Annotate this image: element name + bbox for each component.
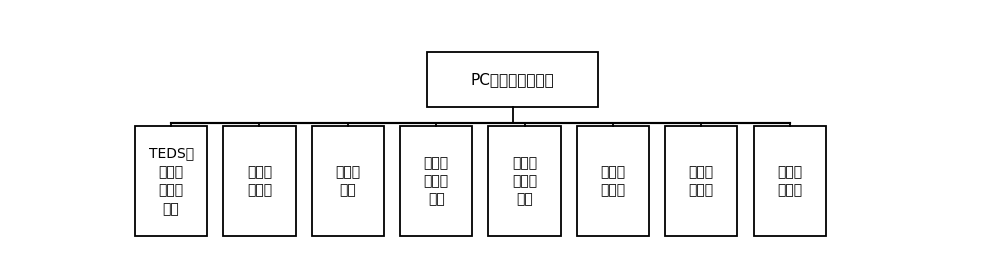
Text: 数据库
模块: 数据库 模块 xyxy=(335,165,360,197)
Text: PC上位机程序单元: PC上位机程序单元 xyxy=(471,72,554,87)
Text: 系统设
置模块: 系统设 置模块 xyxy=(689,165,714,197)
Bar xyxy=(312,126,384,236)
Bar xyxy=(135,126,207,236)
Bar xyxy=(427,52,598,107)
Text: 信号显
示模块: 信号显 示模块 xyxy=(247,165,272,197)
Text: 信号规
律分析
模块: 信号规 律分析 模块 xyxy=(512,156,537,207)
Text: 信号阈
值比较
模块: 信号阈 值比较 模块 xyxy=(424,156,449,207)
Bar xyxy=(400,126,472,236)
Text: 模拟测
试模块: 模拟测 试模块 xyxy=(777,165,802,197)
Text: 串口通
信模块: 串口通 信模块 xyxy=(600,165,625,197)
Text: TEDS传
感器自
动检测
模块: TEDS传 感器自 动检测 模块 xyxy=(149,147,194,216)
Bar xyxy=(577,126,649,236)
Bar xyxy=(223,126,296,236)
Bar xyxy=(488,126,561,236)
Bar xyxy=(754,126,826,236)
Bar xyxy=(665,126,737,236)
